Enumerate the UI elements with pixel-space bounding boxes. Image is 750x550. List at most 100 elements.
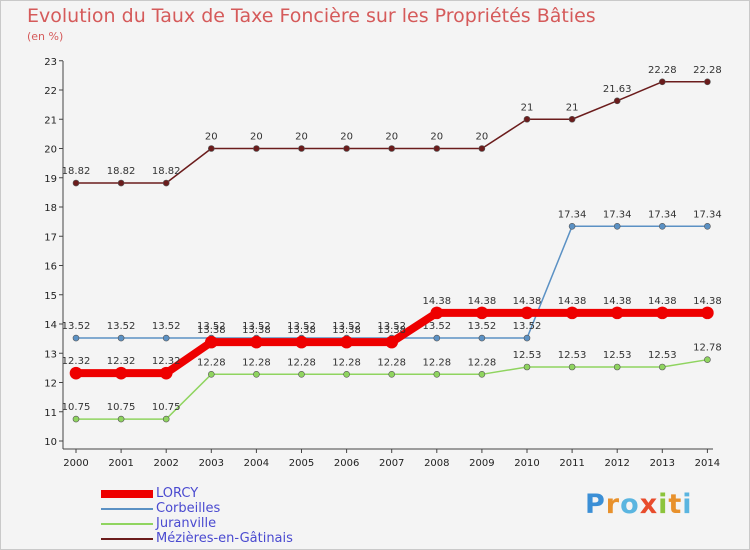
data-label-juranville: 12.28 (377, 357, 406, 368)
data-point-corbeilles (433, 334, 441, 342)
data-point-lorcy (159, 366, 173, 380)
data-label-lorcy: 14.38 (513, 296, 542, 307)
data-point-juranville (208, 371, 215, 378)
data-label-juranville: 10.75 (107, 402, 136, 413)
data-label-me-zie-res-en-ga-tinais: 22.28 (693, 65, 722, 76)
data-label-corbeilles: 13.52 (513, 321, 542, 332)
x-tick-label: 2008 (424, 458, 449, 469)
data-point-lorcy (565, 306, 579, 320)
legend-swatch-lorcy (101, 490, 153, 498)
data-point-juranville (388, 371, 396, 378)
data-label-lorcy: 14.38 (603, 296, 632, 307)
x-tick-label: 2009 (469, 458, 494, 469)
data-point-me-zie-res-en-ga-tinais (433, 145, 441, 152)
data-point-me-zie-res-en-ga-tinais (388, 145, 396, 152)
x-tick-label: 2001 (108, 458, 133, 469)
data-label-lorcy: 13.38 (197, 325, 226, 336)
data-point-juranville (478, 371, 486, 378)
data-label-me-zie-res-en-ga-tinais: 20 (205, 132, 218, 143)
y-tick-label: 13 (44, 349, 57, 360)
x-tick-label: 2000 (63, 458, 88, 469)
y-tick-label: 16 (44, 262, 57, 273)
x-tick-label: 2011 (559, 458, 584, 469)
data-label-me-zie-res-en-ga-tinais: 21 (566, 102, 579, 113)
data-label-corbeilles: 17.34 (648, 209, 677, 220)
data-point-me-zie-res-en-ga-tinais (523, 115, 531, 123)
data-point-corbeilles (72, 334, 80, 342)
data-label-lorcy: 12.32 (152, 356, 181, 367)
data-label-juranville: 12.28 (468, 357, 497, 368)
data-label-me-zie-res-en-ga-tinais: 20 (295, 132, 308, 143)
data-point-juranville (117, 415, 125, 423)
data-point-corbeilles (162, 334, 170, 342)
logo-letter: t (668, 489, 683, 520)
y-tick-label: 17 (44, 232, 57, 243)
data-label-me-zie-res-en-ga-tinais: 18.82 (107, 166, 136, 177)
y-axis-unit-label: (en %) (27, 30, 64, 43)
y-tick-label: 11 (44, 408, 57, 419)
data-point-juranville (523, 363, 531, 371)
data-label-juranville: 10.75 (62, 402, 91, 413)
data-label-corbeilles: 13.52 (152, 321, 181, 332)
legend-swatch-juranville (101, 523, 153, 525)
data-label-me-zie-res-en-ga-tinais: 20 (430, 132, 443, 143)
data-label-corbeilles: 17.34 (558, 209, 587, 220)
data-label-lorcy: 13.38 (242, 325, 271, 336)
data-point-juranville (343, 371, 350, 378)
data-label-me-zie-res-en-ga-tinais: 22.28 (648, 65, 677, 76)
data-label-lorcy: 14.38 (693, 296, 722, 307)
data-label-corbeilles: 13.52 (107, 321, 136, 332)
data-label-lorcy: 14.38 (648, 296, 677, 307)
data-point-corbeilles (523, 334, 531, 342)
data-label-me-zie-res-en-ga-tinais: 20 (385, 132, 398, 143)
x-tick-label: 2002 (153, 458, 178, 469)
y-tick-label: 22 (44, 86, 57, 97)
data-point-juranville (568, 363, 576, 371)
data-point-lorcy (205, 335, 218, 349)
data-label-lorcy: 14.38 (422, 296, 451, 307)
data-point-me-zie-res-en-ga-tinais (253, 145, 260, 152)
data-label-corbeilles: 13.52 (377, 321, 406, 332)
data-point-me-zie-res-en-ga-tinais (72, 179, 80, 187)
data-label-corbeilles: 17.34 (693, 209, 722, 220)
data-label-juranville: 12.28 (332, 357, 361, 368)
data-point-juranville (433, 371, 441, 378)
data-point-me-zie-res-en-ga-tinais (162, 179, 170, 187)
data-label-juranville: 12.53 (603, 350, 632, 361)
legend-label-mezieres: Mézières-en-Gâtinais (156, 531, 293, 546)
data-label-corbeilles: 13.52 (287, 321, 316, 332)
data-label-me-zie-res-en-ga-tinais: 21.63 (603, 84, 632, 95)
y-tick-label: 15 (44, 291, 57, 302)
data-point-corbeilles (704, 223, 711, 230)
data-label-lorcy: 13.38 (332, 325, 361, 336)
data-point-me-zie-res-en-ga-tinais (343, 145, 350, 152)
data-label-lorcy: 12.32 (62, 356, 91, 367)
data-label-me-zie-res-en-ga-tinais: 20 (476, 132, 489, 143)
y-tick-label: 20 (44, 145, 57, 156)
data-label-juranville: 12.28 (287, 357, 316, 368)
data-point-lorcy (114, 366, 128, 380)
data-label-juranville: 12.53 (558, 350, 587, 361)
x-tick-label: 2006 (334, 458, 359, 469)
x-tick-label: 2003 (199, 458, 224, 469)
logo-letter: i (682, 489, 693, 520)
x-tick-label: 2004 (244, 458, 269, 469)
data-point-corbeilles (658, 223, 666, 230)
x-tick-label: 2010 (514, 458, 539, 469)
data-label-juranville: 12.53 (648, 350, 677, 361)
data-point-me-zie-res-en-ga-tinais (478, 145, 486, 152)
data-point-lorcy (250, 335, 263, 349)
legend-label-lorcy: LORCY (156, 486, 199, 501)
data-label-juranville: 10.75 (152, 402, 181, 413)
data-label-lorcy: 13.38 (287, 325, 316, 336)
logo-letter: o (620, 489, 640, 520)
y-tick-label: 14 (44, 320, 57, 331)
data-label-lorcy: 14.38 (558, 296, 587, 307)
y-tick-label: 18 (44, 203, 57, 214)
data-point-juranville (162, 415, 170, 423)
legend-swatch-mezieres (101, 538, 153, 540)
y-tick-label: 21 (44, 115, 57, 126)
data-point-juranville (298, 371, 305, 378)
